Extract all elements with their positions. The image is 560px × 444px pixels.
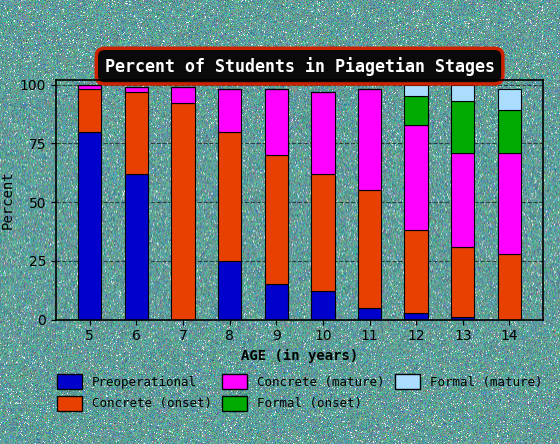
Title: Percent of Students in Piagetian Stages: Percent of Students in Piagetian Stages (105, 56, 494, 75)
Bar (358, 190, 381, 308)
Bar (358, 89, 381, 190)
Bar (404, 313, 428, 320)
Bar (218, 89, 241, 131)
Bar (125, 87, 148, 91)
Bar (125, 174, 148, 320)
Bar (498, 89, 521, 111)
Bar (218, 131, 241, 261)
Bar (311, 91, 334, 174)
Bar (218, 261, 241, 320)
Bar (311, 291, 334, 320)
Bar (78, 89, 101, 131)
Bar (311, 174, 334, 291)
Bar (451, 317, 474, 320)
Bar (171, 87, 195, 103)
Bar (265, 89, 288, 155)
Y-axis label: Percent: Percent (1, 170, 15, 229)
X-axis label: AGE (in years): AGE (in years) (241, 349, 358, 363)
Bar (171, 103, 195, 320)
Bar (78, 131, 101, 320)
Bar (404, 85, 428, 96)
Bar (125, 91, 148, 174)
Bar (451, 153, 474, 247)
Bar (498, 254, 521, 320)
Bar (451, 85, 474, 101)
Bar (78, 85, 101, 89)
Bar (451, 247, 474, 317)
Legend: Preoperational, Concrete (onset), Concrete (mature), Formal (onset), Formal (mat: Preoperational, Concrete (onset), Concre… (52, 369, 547, 416)
Bar (451, 101, 474, 153)
Bar (404, 230, 428, 313)
Bar (358, 308, 381, 320)
Bar (404, 96, 428, 125)
Bar (498, 111, 521, 153)
Bar (498, 153, 521, 254)
Bar (404, 125, 428, 230)
Bar (265, 155, 288, 285)
Bar (265, 285, 288, 320)
